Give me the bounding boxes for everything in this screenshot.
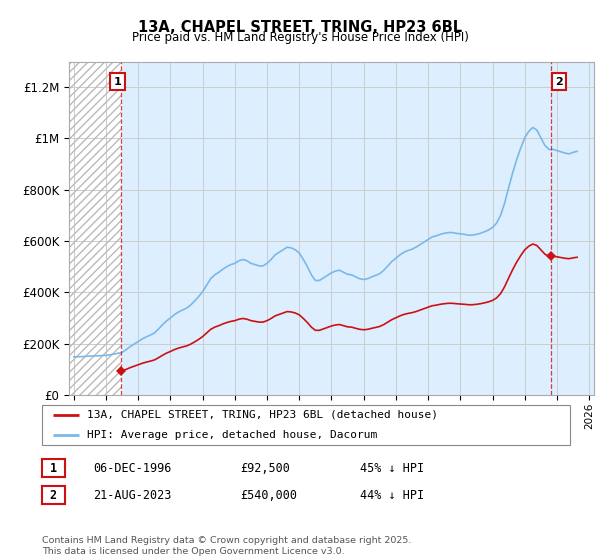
Text: 13A, CHAPEL STREET, TRING, HP23 6BL (detached house): 13A, CHAPEL STREET, TRING, HP23 6BL (det… [87, 410, 438, 420]
Text: £92,500: £92,500 [240, 461, 290, 475]
Text: 1: 1 [114, 77, 122, 87]
Text: 21-AUG-2023: 21-AUG-2023 [93, 488, 172, 502]
Text: 2: 2 [50, 488, 57, 502]
Text: 2: 2 [556, 77, 563, 87]
Text: 06-DEC-1996: 06-DEC-1996 [93, 461, 172, 475]
Bar [69, 62, 121, 395]
FancyBboxPatch shape [42, 405, 570, 445]
Text: 13A, CHAPEL STREET, TRING, HP23 6BL: 13A, CHAPEL STREET, TRING, HP23 6BL [138, 20, 462, 35]
Text: 44% ↓ HPI: 44% ↓ HPI [360, 488, 424, 502]
Text: £540,000: £540,000 [240, 488, 297, 502]
Bar [69, 62, 121, 395]
Text: 1: 1 [50, 461, 57, 475]
Text: 45% ↓ HPI: 45% ↓ HPI [360, 461, 424, 475]
Text: HPI: Average price, detached house, Dacorum: HPI: Average price, detached house, Daco… [87, 430, 377, 440]
Text: Contains HM Land Registry data © Crown copyright and database right 2025.
This d: Contains HM Land Registry data © Crown c… [42, 536, 412, 556]
Text: Price paid vs. HM Land Registry's House Price Index (HPI): Price paid vs. HM Land Registry's House … [131, 31, 469, 44]
